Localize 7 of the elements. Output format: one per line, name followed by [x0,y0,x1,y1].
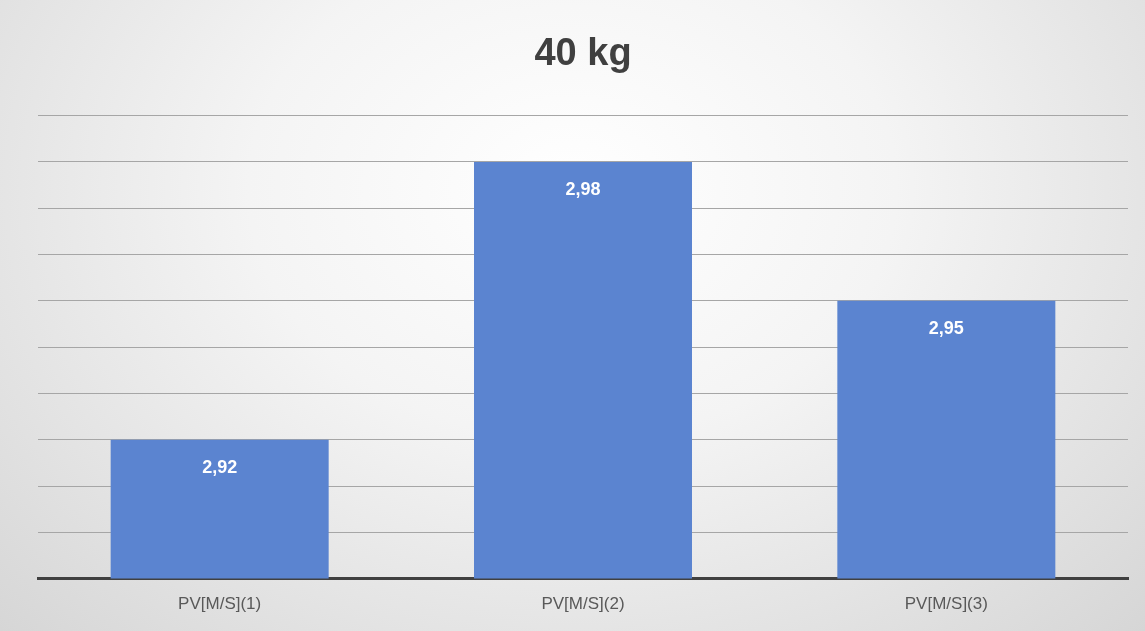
x-tick-label: PV[M/S](3) [904,594,988,614]
chart-title: 40 kg [534,31,632,74]
data-label: 2,92 [202,456,238,477]
data-label: 2,98 [565,178,601,199]
x-tick-label: PV[M/S](2) [541,594,625,614]
data-label: 2,95 [928,317,964,338]
x-tick-label: PV[M/S](1) [178,594,262,614]
